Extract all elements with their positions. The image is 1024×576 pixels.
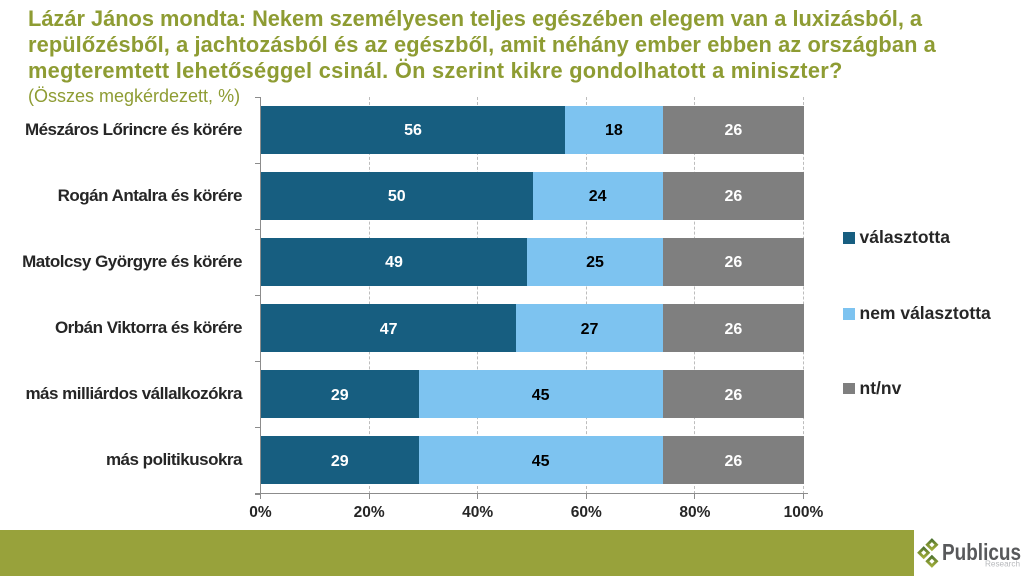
svg-text:Publicus: Publicus (942, 539, 1021, 565)
svg-text:Research: Research (985, 560, 1020, 569)
